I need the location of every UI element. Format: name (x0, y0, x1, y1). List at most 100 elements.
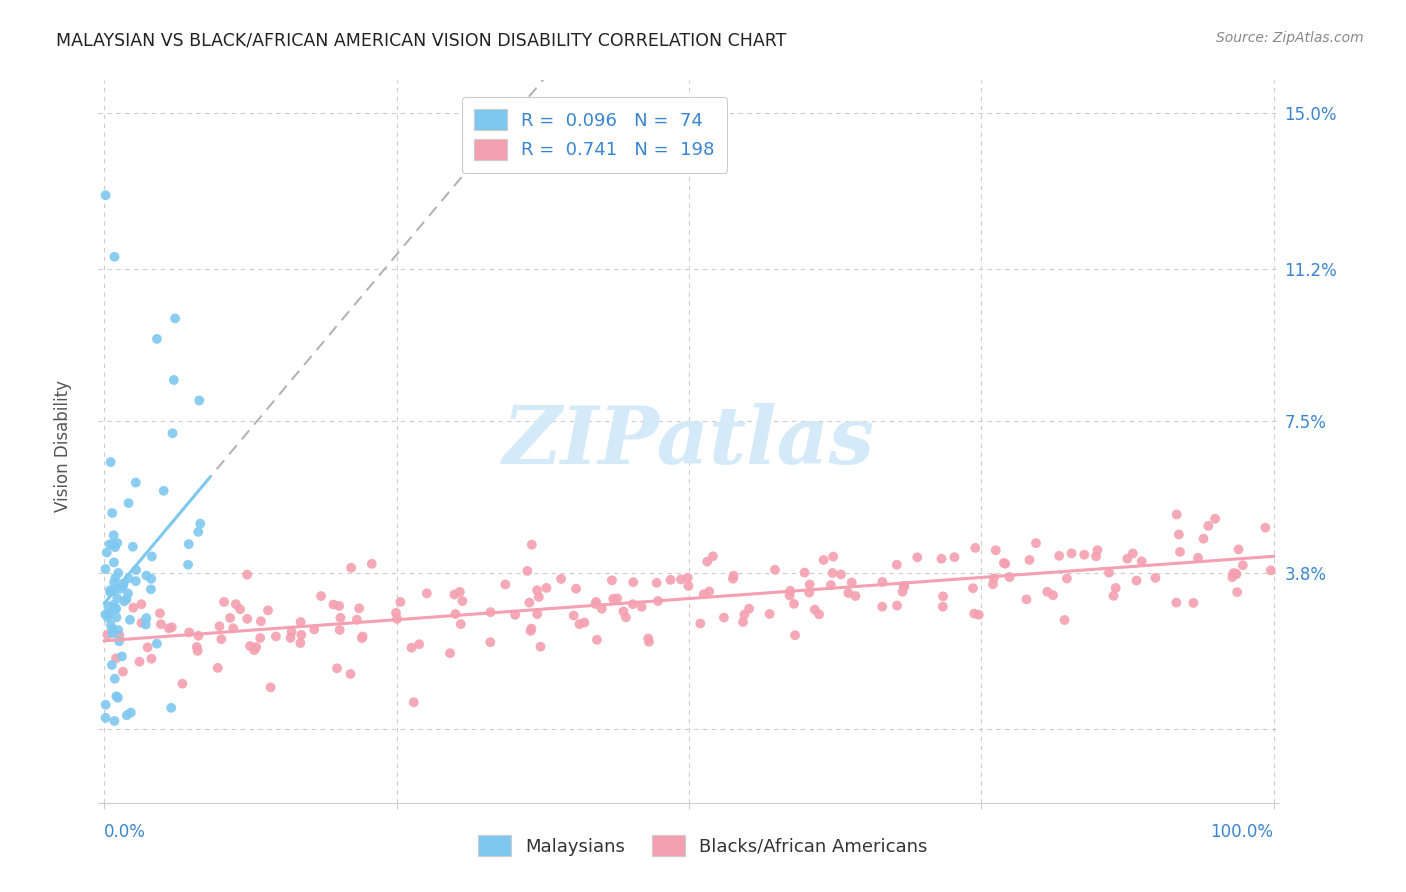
Point (290, 636, 312, 650)
Legend: R =  0.096   N =  74, R =  0.741   N =  198: R = 0.096 N = 74, R = 0.741 N = 198 (461, 96, 727, 172)
Point (1122, 546, 1144, 560)
Point (984, 543, 1007, 558)
Point (758, 607, 780, 621)
Point (886, 558, 908, 572)
Point (146, 332, 169, 346)
Point (439, 646, 461, 660)
Point (122, 600, 145, 615)
Point (112, 576, 135, 591)
Point (146, 637, 169, 651)
Point (697, 584, 720, 599)
Point (110, 582, 132, 596)
Point (1018, 553, 1040, 567)
Point (107, 623, 129, 637)
Point (352, 630, 374, 644)
Point (562, 608, 585, 623)
Point (103, 555, 125, 569)
Point (804, 602, 827, 616)
Point (1073, 548, 1095, 562)
Point (1192, 532, 1215, 546)
Point (152, 483, 174, 498)
Point (104, 571, 127, 585)
Point (962, 581, 984, 595)
Point (135, 611, 157, 625)
Point (177, 537, 200, 551)
Text: MALAYSIAN VS BLACK/AFRICAN AMERICAN VISION DISABILITY CORRELATION CHART: MALAYSIAN VS BLACK/AFRICAN AMERICAN VISI… (56, 31, 786, 49)
Point (1225, 567, 1247, 582)
Point (160, 701, 183, 715)
Point (645, 575, 668, 590)
Point (1166, 596, 1188, 610)
Point (257, 603, 280, 617)
Point (239, 639, 262, 653)
Point (1047, 549, 1070, 563)
Point (565, 582, 588, 596)
Point (105, 591, 128, 606)
Point (1167, 527, 1189, 541)
Point (328, 599, 350, 613)
Point (107, 690, 129, 705)
Point (678, 579, 700, 593)
Point (621, 575, 644, 590)
Point (1060, 546, 1083, 560)
Point (103, 598, 125, 612)
Point (160, 620, 183, 634)
Point (187, 644, 209, 658)
Point (149, 607, 172, 621)
Point (229, 602, 252, 616)
Point (1254, 521, 1277, 535)
Point (209, 632, 232, 646)
Point (783, 597, 806, 611)
Point (520, 538, 543, 552)
Point (389, 595, 412, 609)
Point (179, 625, 201, 640)
Point (723, 568, 745, 582)
Point (1260, 563, 1282, 577)
Point (837, 586, 859, 600)
Point (844, 589, 866, 603)
Point (103, 250, 125, 264)
Point (98, 537, 121, 551)
Point (763, 563, 786, 577)
Point (779, 583, 801, 598)
Point (893, 579, 915, 593)
Text: 100.0%: 100.0% (1211, 823, 1274, 841)
Point (212, 595, 235, 609)
Point (105, 602, 128, 616)
Point (783, 628, 806, 642)
Point (891, 584, 914, 599)
Point (451, 594, 474, 608)
Point (1225, 566, 1247, 581)
Point (676, 571, 699, 585)
Point (1204, 512, 1226, 526)
Point (94, 698, 117, 712)
Point (519, 624, 541, 638)
Point (1102, 589, 1125, 603)
Point (117, 496, 139, 510)
Point (101, 622, 124, 636)
Point (94, 188, 117, 202)
Point (121, 540, 143, 554)
Point (1105, 581, 1128, 595)
Point (112, 594, 135, 608)
Point (520, 622, 543, 636)
Point (870, 599, 893, 614)
Point (416, 586, 439, 600)
Point (994, 557, 1017, 571)
Point (602, 591, 624, 606)
Point (993, 556, 1015, 570)
Point (264, 629, 287, 643)
Point (444, 607, 467, 621)
Point (326, 661, 349, 675)
Point (162, 426, 184, 441)
Point (586, 632, 609, 647)
Point (893, 579, 915, 593)
Point (813, 553, 835, 567)
Point (236, 612, 259, 626)
Point (1098, 566, 1121, 580)
Point (1168, 545, 1191, 559)
Point (494, 577, 516, 591)
Point (136, 640, 159, 655)
Point (141, 549, 163, 564)
Point (669, 573, 692, 587)
